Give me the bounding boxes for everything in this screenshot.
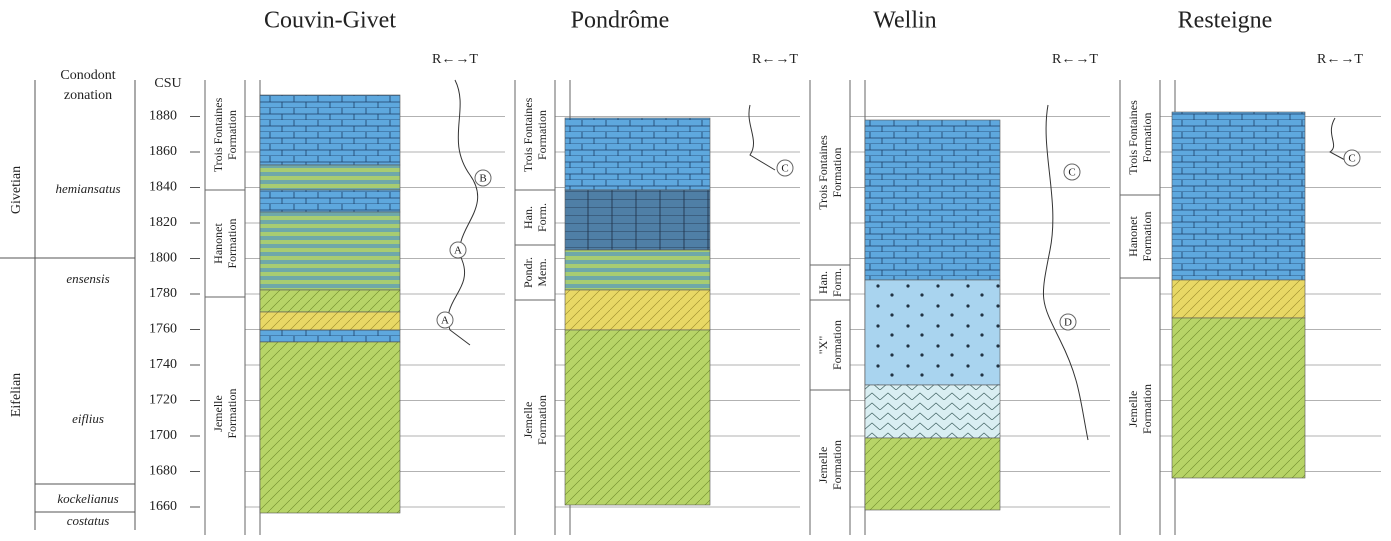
formation-label: Jemelle (816, 447, 830, 484)
formation-label: Trois Fontaines (211, 97, 225, 172)
formation-label: "X" (816, 336, 830, 355)
csu-value: 1660 (149, 499, 177, 514)
stage-label: Givetian (9, 166, 24, 214)
csu-value: 1720 (149, 393, 177, 408)
lithology-layer (865, 280, 1000, 385)
diagram: Conodont zonation CSU 1660 1680 1700 1720 1740 1… (0, 0, 1391, 541)
frame (0, 80, 135, 530)
lithology-layer (1172, 318, 1305, 478)
lithology-layer (260, 165, 400, 190)
csu-value: 1760 (149, 322, 177, 337)
stage-label: Eifelian (9, 373, 24, 417)
formation-label: Trois Fontaines (816, 135, 830, 210)
lithology-layer (865, 385, 1000, 438)
rt-label: R←→T (1052, 52, 1098, 67)
sea-level-curve (1043, 105, 1088, 440)
formation-label: Formation (1140, 212, 1154, 262)
formation-label: Hanonet (211, 223, 225, 264)
section-title: Couvin-Givet (264, 8, 396, 34)
marker-label: D (1064, 317, 1072, 329)
lithology-layer (565, 118, 710, 190)
zone-label: ensensis (66, 271, 109, 286)
formation-label: Formation (225, 110, 239, 160)
sea-level-curve (749, 105, 775, 170)
zone-label: hemiansatus (56, 181, 121, 196)
csu-value: 1860 (149, 144, 177, 159)
formation-label: Form. (830, 268, 844, 297)
csu-value: 1700 (149, 428, 177, 443)
formation-label: Formation (225, 219, 239, 269)
marker-label: C (781, 163, 788, 175)
marker-label: A (454, 245, 462, 257)
formation-label: Form. (535, 203, 549, 232)
csu-value: 1800 (149, 251, 177, 266)
zonation-header: Conodont (60, 68, 115, 83)
section-title: Resteigne (1178, 8, 1273, 34)
rt-label: R←→T (1317, 52, 1363, 67)
sea-level-curve (448, 80, 478, 345)
lithology-layer (260, 95, 400, 165)
csu-value: 1820 (149, 215, 177, 230)
lithology-layer (260, 312, 400, 330)
csu-value: 1840 (149, 180, 177, 195)
csu-header: CSU (154, 76, 181, 91)
formation-label: Han. (521, 206, 535, 229)
formation-label: Hanonet (1126, 216, 1140, 257)
lithology-layer (565, 190, 710, 250)
lithology-layer (260, 190, 400, 212)
formation-label: Jemelle (211, 395, 225, 432)
section-title: Pondrôme (571, 8, 670, 34)
formation-label: Han. (816, 271, 830, 294)
formation-label: Jemelle (521, 402, 535, 439)
formation-label: Formation (535, 395, 549, 445)
lithology-layer (565, 330, 710, 505)
lithology-layer (565, 250, 710, 290)
formation-label: Formation (1140, 384, 1154, 434)
marker-label: C (1348, 153, 1355, 165)
csu-value: 1680 (149, 464, 177, 479)
formation-label: Mem. (535, 258, 549, 286)
formation-label: Trois Fontaines (1126, 100, 1140, 175)
csu-value: 1780 (149, 286, 177, 301)
zone-label: eiflius (72, 411, 104, 426)
lithology-layer (260, 290, 400, 312)
formation-label: Formation (830, 148, 844, 198)
lithology-layer (1172, 280, 1305, 318)
lithology-layer (260, 212, 400, 290)
zone-label: costatus (67, 513, 110, 528)
csu-value: 1880 (149, 109, 177, 124)
zonation-header: zonation (64, 88, 112, 103)
formation-label: Formation (1140, 113, 1154, 163)
lithology-layer (565, 290, 710, 330)
lithology-layer (260, 342, 400, 513)
marker-label: A (441, 315, 449, 327)
formation-label: Formation (535, 110, 549, 160)
marker-label: C (1068, 167, 1075, 179)
lithology-layer (1172, 112, 1305, 280)
csu-value: 1740 (149, 357, 177, 372)
rt-label: R←→T (432, 52, 478, 67)
section-title: Wellin (873, 8, 936, 34)
rt-label: R←→T (752, 52, 798, 67)
formation-label: Pondr. (521, 257, 535, 288)
formation-label: Formation (225, 389, 239, 439)
lithology-layer (865, 120, 1000, 280)
zone-label: kockelianus (57, 491, 118, 506)
lithology-layer (260, 330, 400, 342)
formation-label: Formation (830, 320, 844, 370)
formation-label: Trois Fontaines (521, 97, 535, 172)
formation-label: Formation (830, 440, 844, 490)
lithology-layer (865, 438, 1000, 510)
marker-label: B (479, 173, 486, 185)
formation-label: Jemelle (1126, 391, 1140, 428)
sea-level-curve (1330, 118, 1345, 160)
